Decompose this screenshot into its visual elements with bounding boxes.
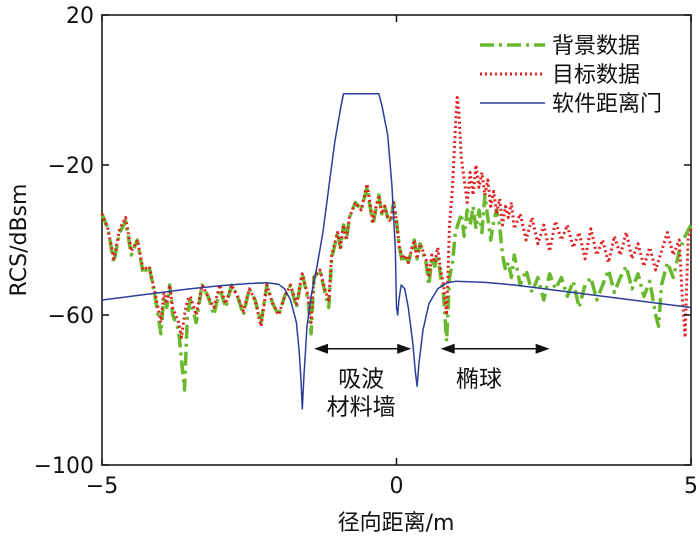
annotation-arrowhead-right xyxy=(535,343,550,354)
annotation-label: 吸波 xyxy=(338,366,384,392)
tick-layer: −5 0 5 −100 −60 −20 20 xyxy=(34,4,698,499)
y-tick-label: −20 xyxy=(48,154,94,179)
y-tick-label: −60 xyxy=(48,304,94,329)
annotation-label: 椭球 xyxy=(456,366,502,392)
x-tick-label: −5 xyxy=(86,474,118,499)
y-axis-title: RCS/dBsm xyxy=(7,184,32,297)
y-tick-label: −100 xyxy=(34,454,94,479)
x-tick-label: 0 xyxy=(390,474,404,499)
legend: 背景数据 目标数据 软件距离门 xyxy=(472,24,684,124)
x-tick-label: 5 xyxy=(684,474,698,499)
series-line-2 xyxy=(101,93,692,410)
annotation-arrowhead-left xyxy=(440,343,455,354)
annotation-label: 材料墙 xyxy=(327,394,396,420)
legend-label-background: 背景数据 xyxy=(552,34,640,59)
legend-box xyxy=(472,24,684,124)
x-axis-title: 径向距离/m xyxy=(338,511,455,536)
annotation-arrowhead-right xyxy=(397,343,412,354)
annotation-arrowhead-left xyxy=(314,343,329,354)
legend-label-gate: 软件距离门 xyxy=(552,92,662,117)
series-layer xyxy=(100,93,693,410)
y-tick-label: 20 xyxy=(66,4,94,29)
legend-label-target: 目标数据 xyxy=(552,63,640,88)
